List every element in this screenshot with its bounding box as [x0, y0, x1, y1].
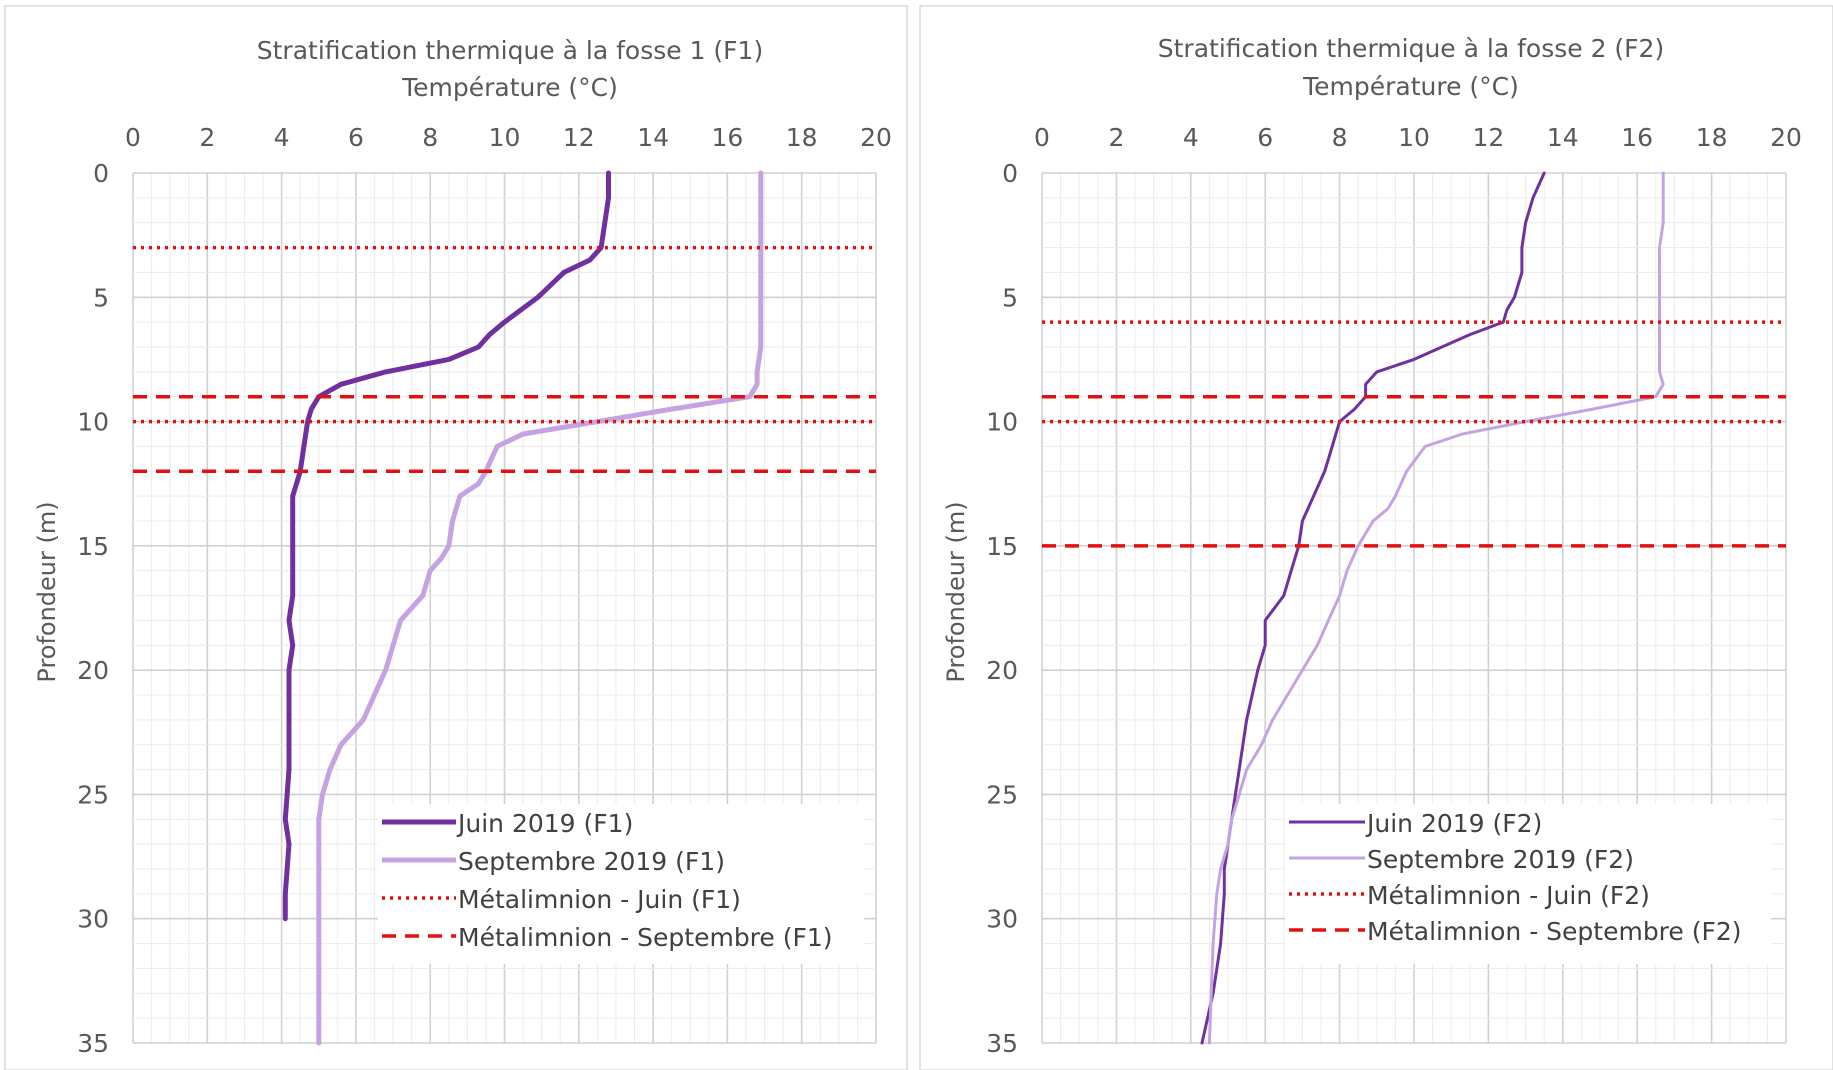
x-tick-label: 18 — [786, 123, 818, 152]
y-tick-label: 15 — [77, 532, 109, 561]
x-tick-label: 18 — [1696, 123, 1728, 152]
x-tick-label: 12 — [1472, 123, 1504, 152]
x-tick-label: 8 — [1332, 123, 1348, 152]
x-axis-label-f1: Température (°C) — [401, 73, 618, 102]
legend-entry: Juin 2019 (F1) — [456, 809, 633, 838]
series-line-juin — [282, 170, 611, 922]
y-tick-label: 35 — [986, 1029, 1018, 1058]
x-tick-label: 12 — [563, 123, 595, 152]
y-tick-label: 5 — [1002, 283, 1018, 312]
legend-entry: Métalimnion - Juin (F1) — [458, 885, 741, 914]
y-tick-label: 0 — [1002, 159, 1018, 188]
legend-entry: Métalimnion - Septembre (F2) — [1367, 917, 1742, 946]
y-tick-label: 25 — [986, 780, 1018, 809]
y-tick-label: 10 — [77, 408, 109, 437]
y-tick-label: 20 — [986, 656, 1018, 685]
series-line-septembre — [1207, 171, 1665, 1045]
chart-title-f1: Stratification thermique à la fosse 1 (F… — [257, 36, 763, 65]
x-tick-label: 10 — [489, 123, 521, 152]
x-tick-label: 6 — [1257, 123, 1273, 152]
x-tick-label: 10 — [1398, 123, 1430, 152]
legend-entry: Métalimnion - Septembre (F1) — [458, 923, 833, 952]
y-tick-label: 20 — [77, 656, 109, 685]
y-axis-label-f2: Profondeur (m) — [942, 501, 970, 682]
x-tick-label: 6 — [348, 123, 364, 152]
x-tick-label: 14 — [1547, 123, 1579, 152]
legend-entry: Juin 2019 (F2) — [1365, 809, 1542, 838]
legend-entry: Métalimnion - Juin (F2) — [1367, 881, 1650, 910]
x-tick-label: 4 — [1183, 123, 1199, 152]
legend-box — [378, 804, 864, 964]
series-line-septembre — [316, 170, 764, 1046]
legend-box — [1285, 804, 1771, 964]
x-tick-label: 20 — [1770, 123, 1802, 152]
x-tick-label: 4 — [274, 123, 290, 152]
chart-title-f2: Stratification thermique à la fosse 2 (F… — [1158, 34, 1664, 63]
chart-panel-f1: Stratification thermique à la fosse 1 (F… — [4, 5, 908, 1070]
y-tick-label: 30 — [77, 905, 109, 934]
x-tick-label: 14 — [637, 123, 669, 152]
y-tick-label: 15 — [986, 532, 1018, 561]
y-axis-label-f1: Profondeur (m) — [33, 501, 61, 682]
y-tick-label: 30 — [986, 905, 1018, 934]
y-tick-label: 0 — [93, 159, 109, 188]
x-tick-label: 20 — [860, 123, 892, 152]
legend-entry: Septembre 2019 (F1) — [458, 847, 725, 876]
series-line-juin — [1200, 171, 1546, 1045]
x-tick-label: 0 — [1034, 123, 1050, 152]
x-tick-label: 8 — [422, 123, 438, 152]
y-tick-label: 5 — [93, 283, 109, 312]
chart-panel-f2: Stratification thermique à la fosse 2 (F… — [919, 5, 1833, 1070]
x-tick-label: 16 — [1621, 123, 1653, 152]
x-tick-label: 2 — [199, 123, 215, 152]
legend-entry: Septembre 2019 (F2) — [1367, 845, 1634, 874]
x-tick-label: 2 — [1108, 123, 1124, 152]
x-tick-label: 16 — [711, 123, 743, 152]
y-tick-label: 35 — [77, 1029, 109, 1058]
y-tick-label: 25 — [77, 780, 109, 809]
x-axis-label-f2: Température (°C) — [1302, 72, 1519, 101]
x-tick-label: 0 — [125, 123, 141, 152]
y-tick-label: 10 — [986, 408, 1018, 437]
